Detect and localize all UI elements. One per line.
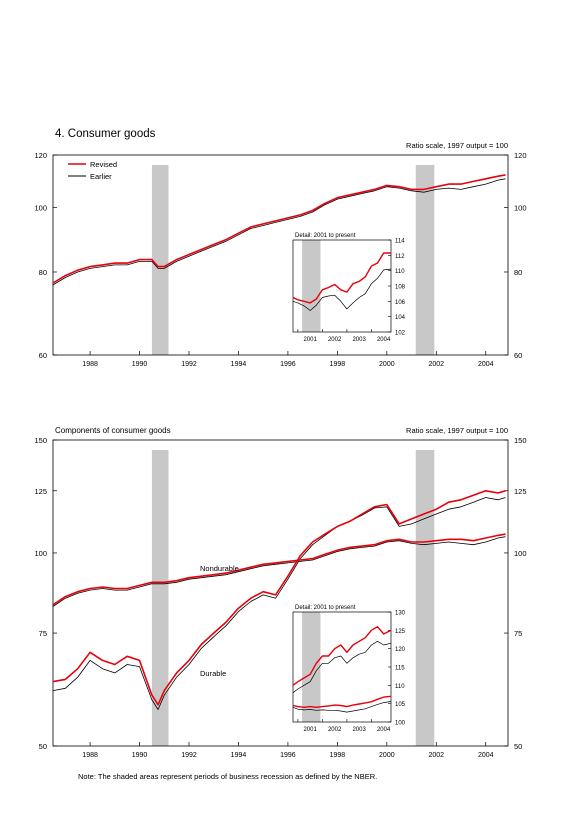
x-tick-label: 1988 <box>82 361 98 368</box>
inset-x-tick-label: 2003 <box>352 727 366 733</box>
y-tick-label-left: 125 <box>34 487 47 496</box>
series-line <box>52 497 506 710</box>
x-tick-label: 1990 <box>132 752 148 759</box>
series-line <box>292 252 391 304</box>
x-tick-label: 2004 <box>478 361 494 368</box>
chart-title: Components of consumer goods <box>55 426 171 435</box>
inset-y-tick-label: 114 <box>395 239 405 245</box>
series-line <box>52 533 506 606</box>
chart-title: 4. Consumer goods <box>55 128 156 140</box>
y-tick-label-left: 80 <box>39 268 47 277</box>
inset-y-tick-label: 106 <box>395 300 406 306</box>
inset-y-tick-label: 130 <box>395 611 406 617</box>
x-tick-label: 2002 <box>428 752 444 759</box>
x-tick-label: 1998 <box>330 361 346 368</box>
inset-x-tick-label: 2002 <box>328 337 342 343</box>
y-tick-label-right: 50 <box>514 742 522 751</box>
y-tick-label-left: 50 <box>39 742 47 751</box>
recession-band <box>415 450 435 746</box>
inset-title: Detail: 2001 to present <box>295 233 356 239</box>
y-tick-label-right: 100 <box>514 549 527 558</box>
x-tick-label: 1992 <box>181 361 197 368</box>
x-tick-label: 2004 <box>478 752 494 759</box>
x-tick-label: 1992 <box>181 752 197 759</box>
series-line <box>292 695 392 708</box>
x-tick-label: 1994 <box>231 361 247 368</box>
inset-x-tick-label: 2001 <box>303 727 317 733</box>
series-annotation: Nondurable <box>200 564 239 573</box>
series-line <box>52 174 506 284</box>
x-tick-label: 2002 <box>428 361 444 368</box>
inset-y-tick-label: 112 <box>395 254 405 260</box>
inset-title: Detail: 2001 to present <box>295 605 356 611</box>
series-line <box>292 640 392 693</box>
inset-y-tick-label: 100 <box>395 721 406 727</box>
y-tick-label-right: 75 <box>514 629 522 638</box>
y-tick-label-right: 125 <box>514 487 527 496</box>
inset-y-tick-label: 102 <box>395 331 406 337</box>
inset-x-tick-label: 2003 <box>352 337 366 343</box>
recession-band <box>151 450 169 746</box>
y-tick-label-left: 75 <box>39 629 47 638</box>
y-tick-label-left: 60 <box>39 351 47 360</box>
x-tick-label: 1998 <box>330 752 346 759</box>
recession-band <box>415 165 435 355</box>
x-tick-label: 2000 <box>379 361 395 368</box>
inset-recession-band <box>302 240 321 332</box>
y-tick-label-right: 120 <box>514 151 527 160</box>
x-tick-label: 1994 <box>231 752 247 759</box>
inset-recession-band <box>302 612 321 722</box>
series-annotation: Durable <box>200 669 226 678</box>
y-tick-label-right: 80 <box>514 268 522 277</box>
scale-label: Ratio scale, 1997 output = 100 <box>406 426 508 435</box>
recession-band <box>151 165 169 355</box>
series-line <box>52 178 506 286</box>
y-tick-label-left: 150 <box>34 436 47 445</box>
y-tick-label-left: 120 <box>34 151 47 160</box>
series-line <box>292 626 392 686</box>
x-tick-label: 1996 <box>280 361 296 368</box>
plot-frame <box>52 154 509 356</box>
consumer-goods-chart: 4. Consumer goods Ratio scale, 1997 outpu… <box>34 128 526 368</box>
inset-y-tick-label: 125 <box>395 629 406 635</box>
scale-label: Ratio scale, 1997 output = 100 <box>406 141 508 150</box>
inset-x-tick-label: 2004 <box>377 337 391 343</box>
y-tick-label-right: 150 <box>514 436 527 445</box>
inset-x-tick-label: 2001 <box>303 337 317 343</box>
series-line <box>292 268 392 311</box>
components-chart: Components of consumer goods Ratio scale,… <box>34 426 526 759</box>
y-tick-label-left: 100 <box>34 549 47 558</box>
x-tick-label: 1990 <box>132 361 148 368</box>
inset-chart: Detail: 2001 to present 100 105 110 115 120 12… <box>292 605 406 733</box>
inset-y-tick-label: 104 <box>395 315 406 321</box>
legend-label: Revised <box>90 160 117 169</box>
plot-frame <box>52 439 509 747</box>
footnote: Note: The shaded areas represent periods… <box>78 772 377 781</box>
inset-y-tick-label: 115 <box>395 666 405 672</box>
y-tick-label-right: 100 <box>514 204 527 213</box>
x-tick-label: 2000 <box>379 752 395 759</box>
inset-y-tick-label: 105 <box>395 702 406 708</box>
series-line <box>292 701 392 713</box>
inset-y-tick-label: 110 <box>395 684 405 690</box>
y-tick-label-right: 60 <box>514 351 522 360</box>
x-tick-label: 1996 <box>280 752 296 759</box>
x-tick-label: 1988 <box>82 752 98 759</box>
inset-y-tick-label: 120 <box>395 647 406 653</box>
series-line <box>52 489 506 706</box>
inset-x-tick-label: 2002 <box>328 727 342 733</box>
inset-y-tick-label: 110 <box>395 269 405 275</box>
series-line <box>52 536 506 607</box>
inset-chart: Detail: 2001 to present 102 104 106 108 110 11… <box>292 233 406 343</box>
inset-y-tick-label: 108 <box>395 285 406 291</box>
legend-label: Earlier <box>90 172 112 181</box>
y-tick-label-left: 100 <box>34 204 47 213</box>
inset-x-tick-label: 2004 <box>377 727 391 733</box>
